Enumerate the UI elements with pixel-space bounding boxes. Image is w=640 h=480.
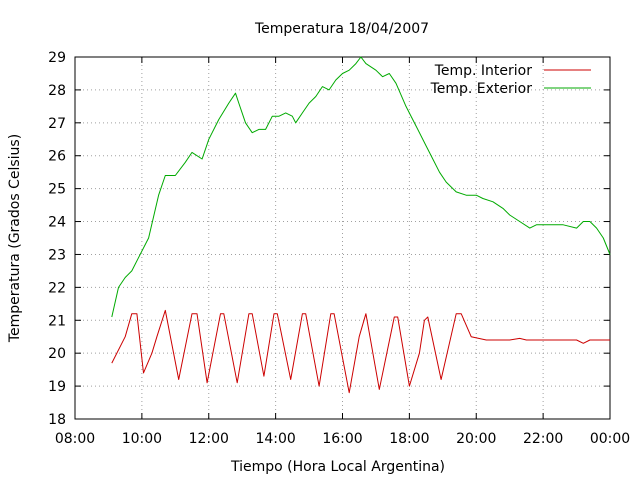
x-tick-label: 20:00 [456,431,496,447]
x-tick-label: 10:00 [122,431,162,447]
y-tick-label: 25 [48,182,66,198]
series-line-exterior [111,56,611,318]
legend-label-interior: Temp. Interior [434,63,533,79]
grid [75,57,610,419]
legend: Temp. Interior Temp. Exterior [430,63,591,97]
series-line-interior [111,309,610,394]
x-tick-label: 08:00 [55,431,95,447]
y-tick-label: 18 [48,412,66,428]
x-tick-label: 14:00 [255,431,295,447]
x-axis-label: Tiempo (Hora Local Argentina) [230,459,445,475]
chart-title: Temperatura 18/04/2007 [254,21,429,37]
y-tick-label: 22 [48,280,66,296]
y-tick-label: 20 [48,346,66,362]
x-tick-label: 22:00 [523,431,563,447]
y-tick-label: 24 [48,215,66,231]
legend-label-exterior: Temp. Exterior [430,81,533,97]
y-tick-label: 26 [48,149,66,165]
y-axis-label: Temperatura (Grados Celsius) [7,134,23,343]
y-tick-label: 23 [48,247,66,263]
plot-frame [74,56,611,420]
axis-ticks: 18 19 20 21 22 23 24 25 26 27 28 29 08:00 10:00 12:00 1… [48,50,630,447]
x-tick-label: 00:00 [590,431,630,447]
series-lines [111,56,611,394]
x-tick-label: 12:00 [189,431,229,447]
y-tick-label: 27 [48,116,66,132]
y-tick-label: 29 [48,50,66,66]
x-tick-label: 16:00 [322,431,362,447]
y-tick-label: 21 [48,313,66,329]
y-tick-label: 19 [48,379,66,395]
y-tick-label: 28 [48,83,66,99]
x-tick-label: 18:00 [389,431,429,447]
